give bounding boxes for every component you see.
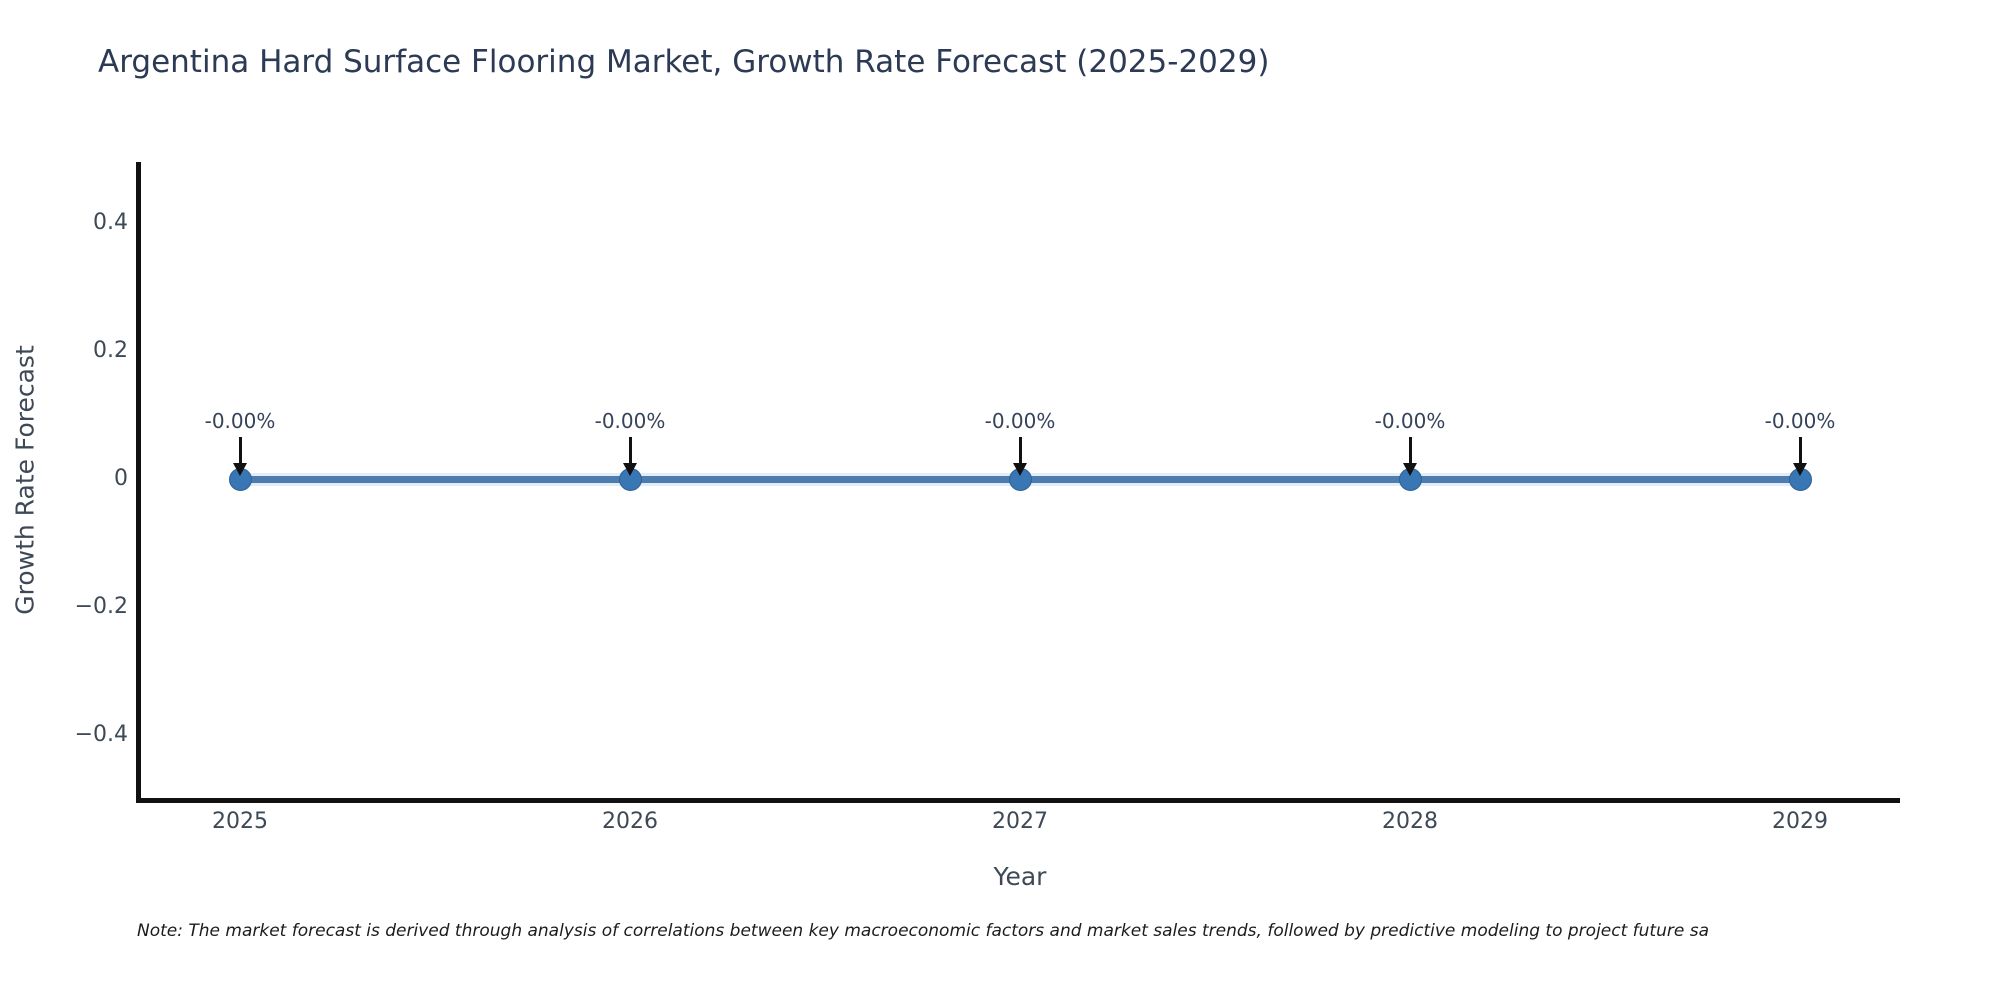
x-tick-label: 2027: [992, 809, 1048, 834]
annotation-arrowhead-icon: [1013, 463, 1027, 476]
annotation-label: -0.00%: [984, 409, 1056, 433]
annotation-arrowhead-icon: [623, 463, 637, 476]
annotation-label: -0.00%: [204, 409, 276, 433]
annotation-arrow-stem: [1798, 437, 1802, 464]
y-tick-label: 0.4: [93, 210, 128, 235]
y-axis-line: [136, 162, 141, 803]
annotation-arrowhead-icon: [1793, 463, 1807, 476]
x-tick-label: 2029: [1772, 809, 1828, 834]
annotation-arrow-stem: [1408, 437, 1412, 464]
y-tick-label: −0.2: [74, 594, 128, 619]
x-axis-title: Year: [993, 862, 1047, 891]
annotation-arrow-stem: [1018, 437, 1022, 464]
y-tick-label: 0: [114, 466, 128, 491]
annotation-arrow-stem: [628, 437, 632, 464]
x-axis-line: [136, 798, 1900, 803]
y-tick-label: −0.4: [74, 722, 128, 747]
footnote: Note: The market forecast is derived thr…: [137, 921, 1709, 941]
x-tick-label: 2025: [212, 809, 268, 834]
annotation-arrow-stem: [238, 437, 242, 464]
chart-title: Argentina Hard Surface Flooring Market, …: [98, 44, 1270, 80]
annotation-label: -0.00%: [1764, 409, 1836, 433]
annotation-arrowhead-icon: [233, 463, 247, 476]
annotation-arrowhead-icon: [1403, 463, 1417, 476]
annotation-label: -0.00%: [1374, 409, 1446, 433]
x-tick-label: 2028: [1382, 809, 1438, 834]
annotation-label: -0.00%: [594, 409, 666, 433]
y-tick-label: 0.2: [93, 338, 128, 363]
x-tick-label: 2026: [602, 809, 658, 834]
